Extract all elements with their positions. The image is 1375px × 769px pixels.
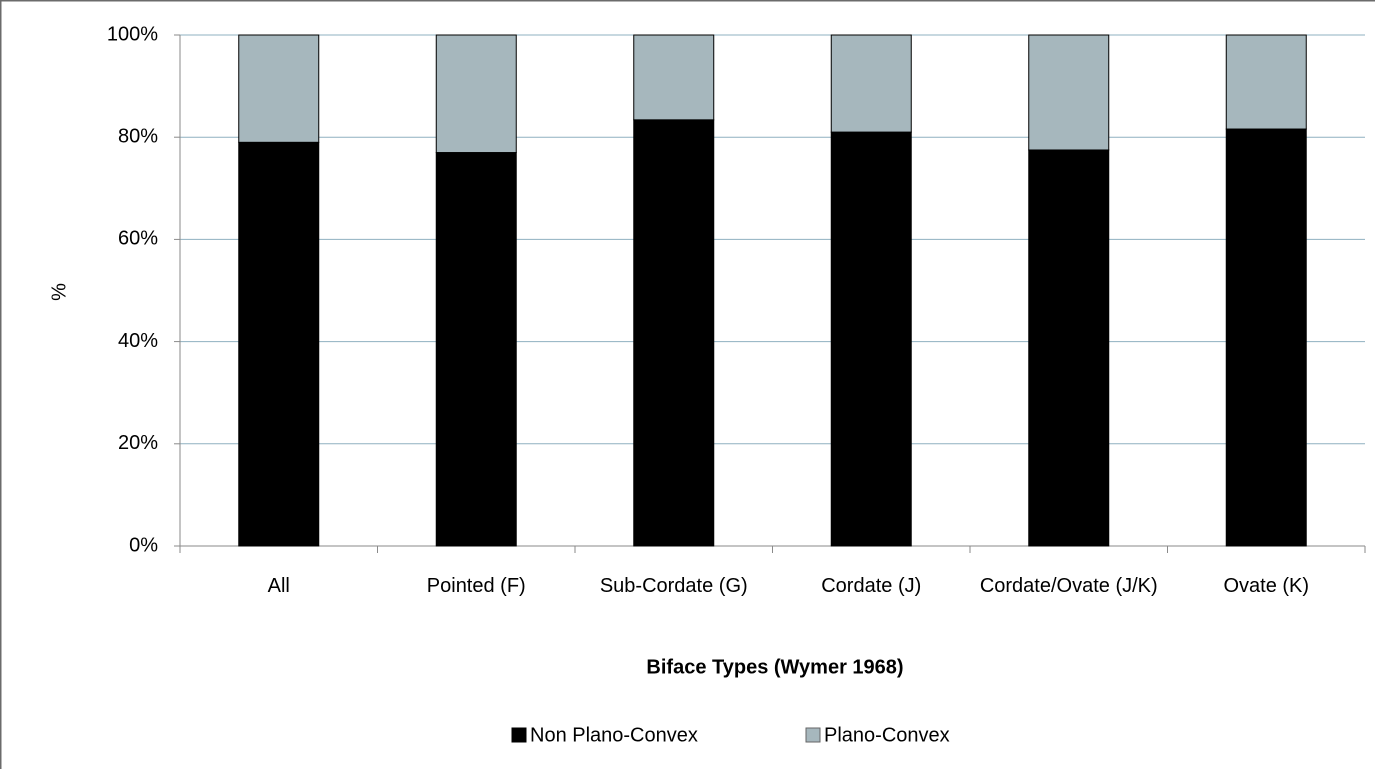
x-tick-label: Ovate (K) (1223, 575, 1310, 597)
bar-segment (1028, 149, 1110, 547)
x-tick-label: Sub-Cordate (G) (599, 575, 748, 597)
bar-segment (435, 152, 517, 547)
x-tick-label: Cordate (J) (821, 575, 922, 597)
y-tick-label: 100% (107, 23, 158, 45)
bar-segment (830, 34, 912, 133)
y-axis-title: % (48, 283, 70, 301)
x-tick-label: Cordate/Ovate (J/K) (979, 575, 1158, 597)
x-axis-title: Biface Types (Wymer 1968) (646, 656, 903, 678)
legend-swatch (511, 727, 527, 743)
y-tick-label: 20% (118, 432, 158, 454)
x-tick-label: Pointed (F) (426, 575, 526, 597)
bar-segment (238, 141, 320, 547)
bar-segment (435, 34, 517, 154)
legend-label: Plano-Convex (824, 724, 950, 746)
y-tick-label: 40% (118, 330, 158, 352)
bar-segment (1225, 34, 1307, 130)
y-tick-label: 0% (129, 534, 158, 556)
bar-segment (633, 34, 715, 121)
legend-swatch (805, 727, 821, 743)
y-tick-label: 60% (118, 228, 158, 250)
x-tick-label: All (267, 575, 290, 597)
bar-segment (238, 34, 320, 143)
bar-segment (633, 119, 715, 547)
bar-segment (830, 131, 912, 547)
bar-segment (1028, 34, 1110, 151)
y-tick-label: 80% (118, 125, 158, 147)
bar-segment (1225, 128, 1307, 547)
legend-label: Non Plano-Convex (530, 724, 698, 746)
